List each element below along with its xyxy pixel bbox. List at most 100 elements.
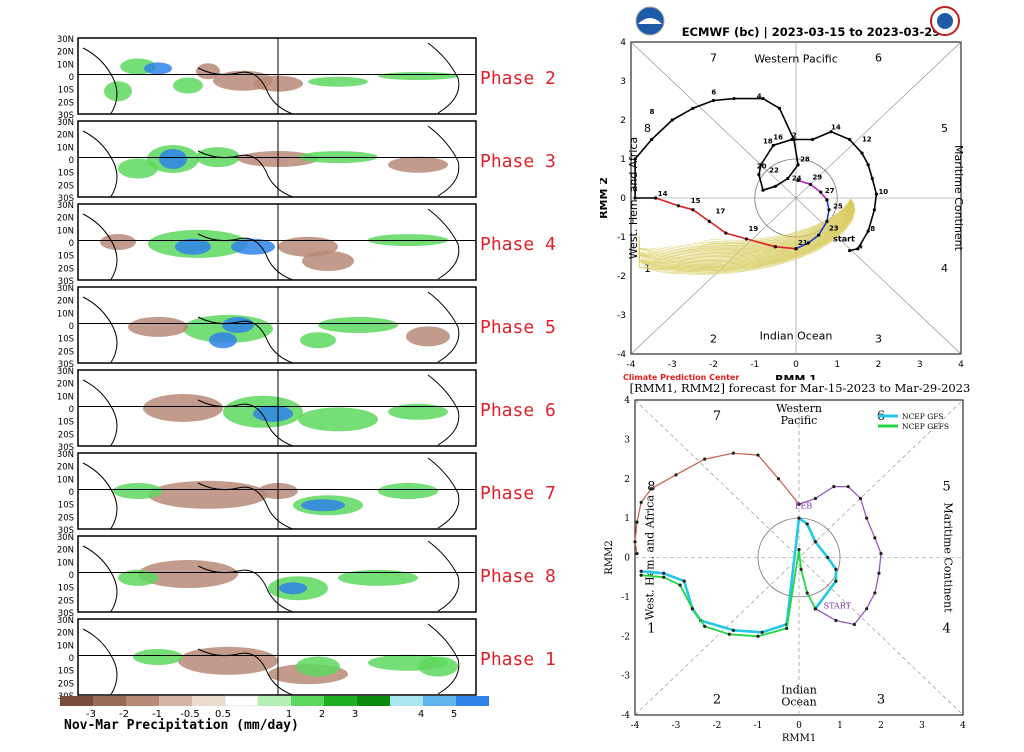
phase-number: 4 xyxy=(942,621,950,636)
coastline xyxy=(82,130,118,197)
series-january-point xyxy=(674,473,678,477)
series-observed-point xyxy=(848,137,852,142)
coastline xyxy=(427,208,460,280)
series-observed-point xyxy=(829,130,833,134)
ensemble-member-line xyxy=(638,200,854,272)
x-tick-label: -3 xyxy=(668,360,677,370)
series-observed-point xyxy=(633,196,637,200)
anomaly-blob xyxy=(128,316,188,337)
y-tick-label: -1 xyxy=(621,593,630,603)
ensemble-member-line xyxy=(638,198,855,274)
x-tick-label: 1 xyxy=(834,360,840,370)
series-january-point xyxy=(756,453,760,457)
lat-label: 10N xyxy=(57,558,74,568)
coastline xyxy=(427,374,460,446)
lat-label: 0 xyxy=(69,73,74,83)
x-tick-label: 4 xyxy=(960,721,966,731)
series-forecast-red xyxy=(655,197,797,250)
series-forecast-red-point xyxy=(676,204,681,208)
lat-label: 10N xyxy=(57,60,74,70)
series-observed-point xyxy=(786,176,790,181)
anomaly-blob xyxy=(113,483,163,499)
phase-map-7: 30N 20N 10N 0 10S 20S 30S Phase 8 xyxy=(57,533,556,619)
day-label: 21 xyxy=(798,239,808,247)
anomaly-blob xyxy=(300,332,336,349)
x-tick-label: 0 xyxy=(796,721,802,731)
series-ncep-gfs-point xyxy=(731,628,735,632)
x-tick-label: -3 xyxy=(672,721,681,731)
phase-map-3: 30N 20N 10N 0 10S 20S 30S Phase 4 xyxy=(57,201,556,287)
y-tick-label: -3 xyxy=(621,672,630,682)
series-forecast-blue xyxy=(795,199,830,250)
day-label: 6 xyxy=(711,89,716,97)
anomaly-blob xyxy=(175,238,211,255)
ensemble-member-line xyxy=(643,200,851,258)
lat-label: 30N xyxy=(57,35,74,45)
lat-label: 30N xyxy=(57,367,74,377)
series-ncep-gfs-point xyxy=(797,516,801,520)
anomaly-blob xyxy=(301,499,345,512)
series-ncep-gefs-point xyxy=(785,626,789,630)
anomaly-layer xyxy=(82,374,460,446)
nws-logo-icon xyxy=(930,6,960,36)
lat-label: 20S xyxy=(58,98,74,108)
anomaly-blob xyxy=(296,656,340,677)
anomaly-layer xyxy=(82,540,460,612)
coastline xyxy=(82,296,118,363)
lat-label: 20S xyxy=(58,347,74,357)
series-observed-point xyxy=(777,106,782,110)
day-label: 18 xyxy=(763,137,773,145)
y-tick-label: 1 xyxy=(624,514,630,524)
anomaly-blob xyxy=(308,76,368,87)
day-label: 8 xyxy=(650,108,655,116)
ensemble-member-line xyxy=(638,200,853,267)
region-label-top-2: Pacific xyxy=(781,414,818,427)
day-label: 22 xyxy=(769,167,779,175)
series-observed-point xyxy=(866,163,870,167)
series-forecast-magenta-point xyxy=(819,190,823,194)
series-observed-point xyxy=(732,96,736,101)
day-label: 20 xyxy=(757,163,767,171)
anomaly-blob xyxy=(118,158,158,179)
ensemble-member-line xyxy=(656,200,851,255)
phase-number: 2 xyxy=(713,692,721,707)
lat-label: 20S xyxy=(58,596,74,606)
lat-label: 10S xyxy=(58,418,74,428)
lat-label: 30S xyxy=(58,526,74,536)
phase-label: Phase 7 xyxy=(480,483,556,504)
series-ncep-gfs-point xyxy=(834,579,838,583)
phase-map-6: 30N 20N 10N 0 10S 20S 30S Phase 7 xyxy=(57,450,556,536)
series-february-point xyxy=(846,485,850,489)
lat-label: 20S xyxy=(58,264,74,274)
series-ncep-gfs xyxy=(640,516,838,634)
day-label: 14 xyxy=(831,124,841,132)
series-observed-point xyxy=(773,184,777,188)
colorbar-swatch xyxy=(60,696,93,706)
day-label: 16 xyxy=(773,133,783,141)
series-february-point xyxy=(879,551,883,556)
ensemble-member-line xyxy=(639,200,852,260)
series-observed-point xyxy=(866,229,870,233)
series-forecast-blue-point xyxy=(827,208,831,212)
series-forecast-red-point xyxy=(773,245,777,249)
series-observed-point xyxy=(771,143,775,147)
region-label-right: Maritime Continent xyxy=(942,502,955,613)
anomaly-blob xyxy=(406,326,450,347)
region-label-bottom: Indian xyxy=(781,683,817,696)
ensemble-member-line xyxy=(681,200,851,249)
series-forecast-magenta xyxy=(797,179,828,201)
coastline xyxy=(82,545,118,612)
lat-label: 20N xyxy=(57,380,74,390)
coastline xyxy=(427,540,460,612)
anomaly-blob xyxy=(196,63,220,80)
anomaly-blob xyxy=(148,480,268,509)
x-tick-label: -4 xyxy=(627,360,636,370)
series-february-point xyxy=(852,622,856,627)
coastline xyxy=(427,42,460,114)
colorbar-swatch xyxy=(390,696,423,706)
day-label: 17 xyxy=(716,208,726,216)
phase-maps-svg: 30N 20N 10N 0 10S 20S 30S Phase 2 30N 20N 10N 0 10S 2… xyxy=(57,35,556,720)
series-ncep-gfs-point xyxy=(826,555,830,560)
chart-title: ECMWF (bc) | 2023-03-15 to 2023-03-29 xyxy=(682,25,941,39)
